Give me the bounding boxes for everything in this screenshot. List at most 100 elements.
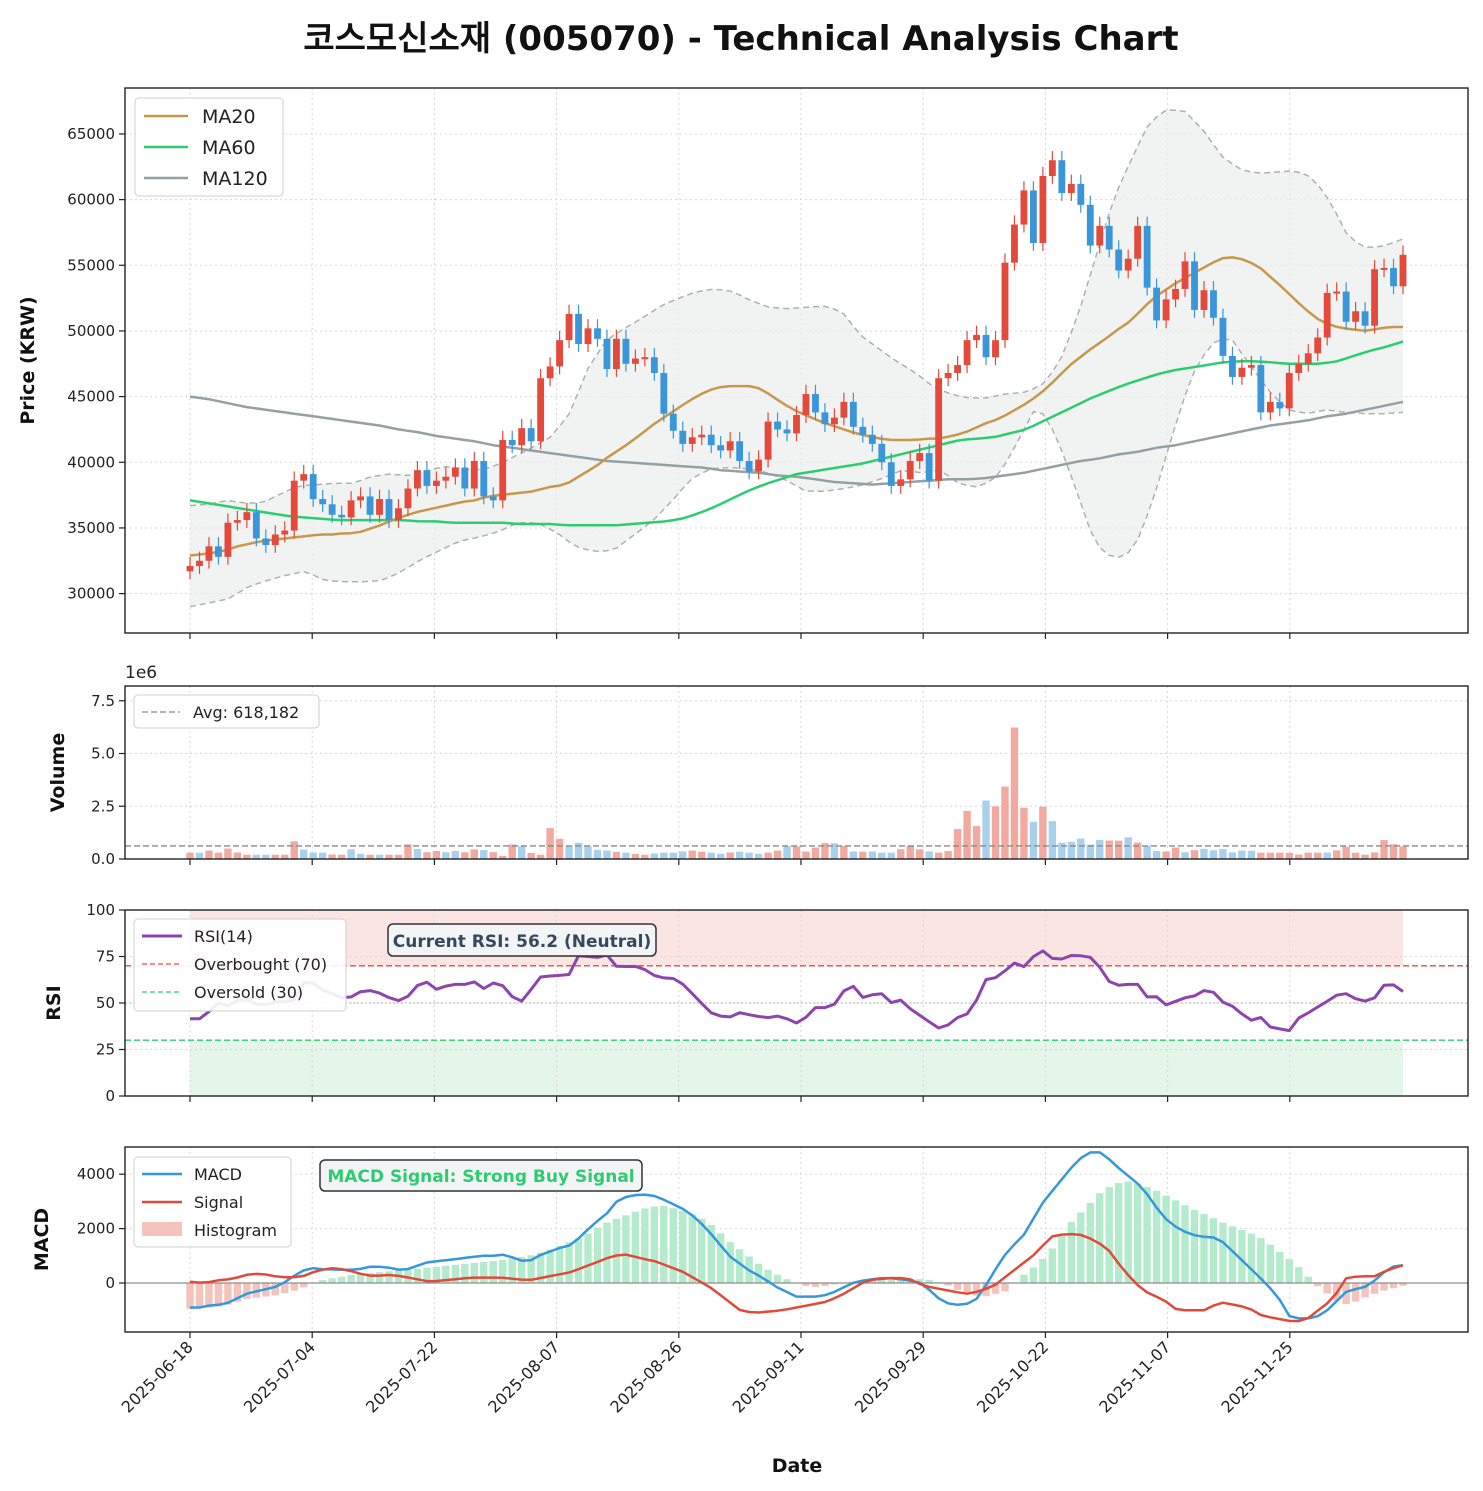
candle-body: [1067, 183, 1075, 194]
candle-body: [906, 460, 914, 480]
volume-bar: [281, 854, 289, 859]
volume-bar: [508, 844, 516, 859]
candle-body: [736, 441, 744, 461]
volume-bar: [337, 854, 346, 859]
volume-bar: [584, 846, 592, 859]
candle-body: [660, 372, 668, 414]
histogram-bar: [821, 1283, 829, 1287]
price-tick-label: 55000: [67, 256, 115, 274]
histogram-bar: [1323, 1283, 1331, 1294]
histogram-bar: [1266, 1244, 1275, 1284]
histogram-bar: [1295, 1267, 1303, 1284]
legend-box: [134, 97, 284, 197]
histogram-bar: [1190, 1209, 1199, 1284]
histogram-bar: [499, 1259, 507, 1284]
candle-body: [1247, 365, 1255, 368]
histogram-bar: [754, 1263, 763, 1284]
histogram-bar: [555, 1245, 564, 1284]
candle-body: [537, 378, 545, 442]
candle-body: [385, 499, 393, 521]
histogram-bar: [1124, 1181, 1132, 1284]
candle-body: [1229, 355, 1236, 377]
signal-line: [189, 1232, 1404, 1323]
histogram-bar: [451, 1264, 460, 1284]
date-tick-label: 2025-08-26: [606, 1337, 685, 1416]
volume-bar: [1010, 727, 1019, 859]
candle-body: [1039, 175, 1047, 243]
volume-bar: [1399, 846, 1407, 859]
candle-body: [480, 460, 488, 497]
candle-body: [717, 445, 725, 451]
candle-body: [1285, 372, 1293, 409]
candle-body: [1219, 317, 1227, 356]
candle-body: [1257, 365, 1265, 413]
volume-bar: [186, 852, 194, 859]
volume-frame: [124, 685, 1469, 860]
macd-tick-label: 4000: [77, 1165, 115, 1183]
candle-body: [376, 499, 383, 515]
volume-bar: [1086, 844, 1094, 859]
candle-body: [1124, 258, 1132, 271]
candle-body: [793, 415, 800, 434]
price-frame: [124, 87, 1469, 634]
histogram-bar: [489, 1260, 497, 1284]
histogram-bar: [1171, 1200, 1180, 1284]
volume-bar: [1096, 840, 1104, 859]
candle-body: [963, 340, 971, 366]
histogram-bar: [584, 1233, 592, 1284]
histogram-bar: [1247, 1233, 1256, 1284]
candle-body: [186, 566, 194, 572]
candle-body: [300, 474, 308, 481]
volume-bar: [347, 849, 355, 859]
histogram-bar: [186, 1283, 194, 1309]
volume-bar: [546, 828, 554, 859]
volume-bar: [679, 851, 687, 859]
histogram-bar: [375, 1272, 384, 1284]
volume-tick-label: 7.5: [91, 692, 115, 710]
histogram-bar: [1219, 1222, 1227, 1284]
rsi-tick-label: 0: [105, 1087, 115, 1105]
volume-bar: [1247, 850, 1256, 859]
candle-body: [1011, 224, 1018, 263]
histogram-bar: [669, 1208, 678, 1284]
macd-tick-label: 2000: [77, 1220, 115, 1238]
date-tick-label: 2025-07-04: [240, 1337, 319, 1416]
chart-title: 코스모신소재 (005070) - Technical Analysis Cha…: [303, 19, 1178, 59]
candle-body: [470, 460, 478, 489]
volume-bar: [868, 851, 877, 859]
candle-body: [423, 470, 431, 486]
candle-body: [451, 467, 459, 477]
legend-label: Oversold (30): [194, 983, 303, 1002]
volume-bar: [1389, 844, 1398, 859]
volume-bar: [698, 851, 706, 859]
volume-bar: [707, 852, 715, 859]
candle-body: [328, 504, 336, 515]
volume-bar: [480, 850, 488, 859]
histogram-bar: [413, 1268, 422, 1284]
legend-box: [133, 694, 320, 729]
histogram-bar: [660, 1205, 668, 1284]
candle-body: [1143, 225, 1151, 288]
volume-bar: [1115, 840, 1123, 859]
volume-bar: [489, 852, 497, 859]
histogram-bar: [593, 1227, 602, 1284]
candle-body: [1105, 225, 1113, 250]
candle-body: [1323, 292, 1331, 338]
candle-body: [650, 357, 658, 373]
candle-body: [973, 334, 980, 341]
histogram-bar: [783, 1279, 791, 1284]
volume-bar: [612, 851, 621, 859]
histogram-bar: [432, 1266, 441, 1284]
candle-body: [859, 426, 867, 435]
histogram-bar: [707, 1224, 715, 1284]
oversold-zone: [190, 1040, 1403, 1096]
histogram-bar: [925, 1279, 933, 1284]
macd-axis-title: MACD: [31, 1208, 53, 1271]
candle-body: [1342, 291, 1350, 322]
volume-bar: [849, 851, 858, 859]
rsi-annotation-box: [387, 923, 657, 957]
candle-body: [357, 496, 364, 501]
candle-body: [347, 500, 355, 518]
candle-body: [1371, 269, 1378, 326]
candle-body: [556, 340, 563, 367]
